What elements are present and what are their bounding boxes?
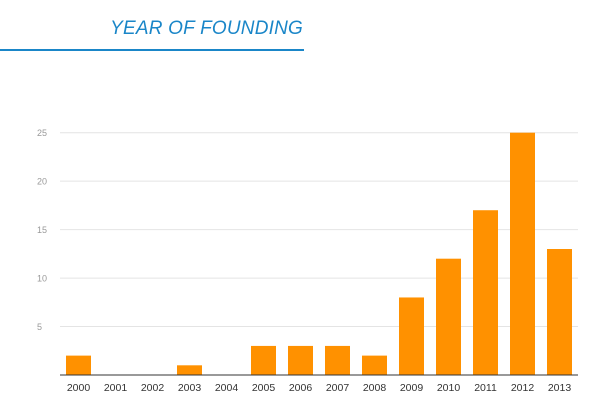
y-tick-label: 10	[37, 274, 47, 284]
bar-2012	[510, 132, 535, 375]
y-tick-label: 20	[37, 177, 47, 187]
bar-2010	[436, 258, 461, 375]
x-tick-label: 2011	[474, 382, 497, 394]
x-tick-label: 2009	[400, 382, 424, 394]
bar-2013	[547, 249, 572, 375]
bar-2000	[66, 355, 91, 375]
page-title: YEAR OF FOUNDING	[110, 18, 303, 39]
x-axis-tick-labels: 2000 2001 2002 2003 2004 2005 2006 2007 2008 2009…	[67, 382, 572, 394]
x-tick-label: 2007	[326, 382, 350, 394]
bar-2006	[288, 345, 313, 375]
x-tick-label: 2013	[548, 382, 572, 394]
y-tick-label: 15	[37, 225, 47, 235]
x-tick-label: 2000	[67, 382, 91, 394]
x-tick-label: 2001	[104, 382, 128, 394]
x-tick-label: 2006	[289, 382, 313, 394]
bar-2011	[473, 210, 498, 375]
x-tick-label: 2010	[437, 382, 461, 394]
y-tick-label: 25	[37, 128, 47, 138]
y-tick-label: 5	[37, 322, 42, 332]
chart-bars	[66, 132, 572, 375]
x-tick-label: 2012	[511, 382, 535, 394]
bar-2007	[325, 345, 350, 375]
x-tick-label: 2003	[178, 382, 202, 394]
title-underline	[0, 49, 304, 51]
x-tick-label: 2005	[252, 382, 276, 394]
bar-2009	[399, 297, 424, 375]
bar-2003	[177, 365, 202, 375]
chart-gridlines	[60, 132, 578, 328]
x-tick-label: 2004	[215, 382, 239, 394]
x-tick-label: 2002	[141, 382, 165, 394]
bar-2008	[362, 355, 387, 375]
y-axis-tick-labels: 5 10 15 20 25	[37, 128, 47, 332]
x-tick-label: 2008	[363, 382, 387, 394]
bar-2005	[251, 345, 276, 375]
